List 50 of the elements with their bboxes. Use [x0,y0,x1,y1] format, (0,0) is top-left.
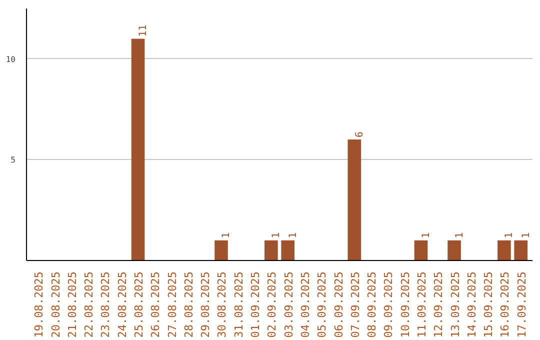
bar [498,240,511,260]
data-label: 1 [504,232,516,238]
x-tick-label: 04.09.2025 [298,271,312,338]
x-tick-label: 30.08.2025 [216,271,229,338]
x-tick-label: 21.08.2025 [66,271,79,338]
x-tick-label: 06.09.2025 [332,271,346,338]
x-tick-label: 07.09.2025 [348,271,362,338]
x-tick-label: 22.08.2025 [82,271,96,338]
x-tick-label: 25.08.2025 [132,271,146,338]
x-tick-label: 26.08.2025 [149,271,162,338]
x-tick-label: 17.09.2025 [515,271,528,338]
bar [348,140,362,260]
x-tick-label: 23.08.2025 [99,271,112,338]
x-tick-label: 28.08.2025 [182,271,196,338]
x-tick-label: 14.09.2025 [465,271,478,338]
y-tick-label: 10 [6,54,16,64]
x-tick-label: 03.09.2025 [282,271,296,338]
bar [514,240,528,260]
x-tick-label: 29.08.2025 [199,271,212,338]
x-tick-label: 31.08.2025 [232,271,246,338]
data-label: 6 [354,132,366,138]
data-label: 1 [454,232,466,238]
data-label: 1 [420,232,432,238]
data-label: 1 [288,232,299,238]
x-tick-label: 11.09.2025 [415,271,428,338]
bar [131,38,145,260]
x-tick-label: 08.09.2025 [366,271,379,338]
bar [448,240,461,260]
data-label: 1 [221,232,232,238]
x-tick-label: 24.08.2025 [116,271,129,338]
data-label: 1 [520,232,532,238]
bar [281,240,294,260]
x-tick-label: 27.08.2025 [166,271,179,338]
data-label: 11 [138,24,150,37]
x-tick-label: 16.09.2025 [498,271,512,338]
data-label: 1 [271,232,282,238]
x-tick-label: 01.09.2025 [249,271,262,338]
x-tick-label: 19.08.2025 [32,271,46,338]
x-tick-label: 12.09.2025 [432,271,446,338]
bar [264,240,278,260]
x-tick-label: 02.09.2025 [266,271,279,338]
x-tick-label: 10.09.2025 [398,271,412,338]
x-tick-label: 05.09.2025 [316,271,329,338]
x-tick-label: 09.09.2025 [382,271,396,338]
bar [414,240,428,260]
x-tick-label: 13.09.2025 [448,271,462,338]
bar [214,240,228,260]
x-tick-label: 15.09.2025 [482,271,496,338]
y-tick-label: 5 [10,156,16,165]
x-tick-label: 20.08.2025 [49,271,62,338]
